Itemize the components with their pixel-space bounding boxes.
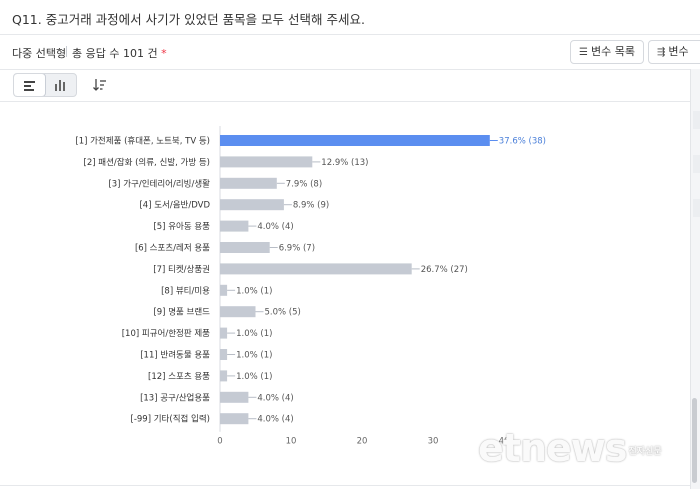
scrollbar[interactable] (692, 398, 697, 483)
value-label: 7.9% (8) (286, 179, 322, 189)
category-label: [10] 피규어/한정판 제품 (122, 328, 210, 339)
x-tick-label: 0 (217, 437, 222, 447)
bar (220, 306, 256, 318)
variable-label: 변수 (668, 45, 689, 58)
value-label: 5.0% (5) (265, 308, 301, 318)
chart-toolbar (0, 69, 690, 102)
value-label: 8.9% (9) (293, 201, 329, 211)
category-label: [12] 스포츠 용품 (148, 372, 210, 382)
bar (220, 391, 249, 403)
bar (220, 370, 228, 382)
list-icon: ☰ (579, 47, 588, 58)
category-label: [13] 공구/산업용품 (140, 392, 210, 403)
required-mark: * (161, 47, 167, 60)
bar (220, 327, 228, 339)
value-label: 4.0% (4) (257, 222, 293, 232)
panel-marker (693, 199, 700, 217)
divider (66, 46, 67, 57)
response-count-text: 총 응답 수 101 건 (72, 47, 158, 60)
bar (220, 263, 412, 275)
watermark-text: etnews (478, 426, 627, 470)
sort-button[interactable] (92, 77, 108, 93)
variable-list-label: 변수 목록 (590, 45, 635, 58)
watermark-sub: 전자신문 (628, 447, 662, 457)
bar (220, 413, 249, 425)
sort-icon (93, 79, 106, 91)
bar (220, 284, 228, 296)
bar (220, 135, 490, 146)
category-label: [9] 명품 브랜드 (153, 307, 210, 318)
category-label: [3] 가구/인테리어/리빙/생활 (108, 178, 210, 189)
category-label: [11] 반려동물 용품 (140, 350, 210, 361)
bar (220, 349, 228, 360)
value-label: 26.7% (27) (421, 265, 468, 275)
panel-marker (693, 111, 700, 129)
question-title: Q11. 중고거래 과정에서 사기가 있었던 품목을 모두 선택해 주세요. (12, 12, 365, 27)
vertical-bar-view-button[interactable] (45, 74, 76, 96)
bar (220, 242, 270, 253)
value-label: 1.0% (1) (236, 286, 272, 296)
horizontal-bar-view-button[interactable] (14, 74, 45, 96)
value-label: 4.0% (4) (257, 393, 293, 403)
value-label: 37.6% (38) (499, 137, 546, 147)
chart-view-toggle[interactable] (13, 73, 77, 97)
horizontal-bar-icon (24, 81, 35, 91)
bar-chart: 0 10 20 30 40 [1] 가전제품 (휴대폰, 노트북, TV 등) 37.6% … (75, 126, 546, 447)
side-panel-edge (690, 69, 700, 489)
bar (220, 199, 284, 211)
question-info-bar: 다중 선택형 총 응답 수 101 건 * ☰ 변수 목록 ⇶ 변수 (0, 34, 700, 70)
value-label: 1.0% (1) (236, 372, 272, 382)
value-label: 6.9% (7) (279, 244, 315, 254)
value-label: 12.9% (13) (321, 158, 368, 168)
category-label: [5] 유아동 용품 (153, 221, 210, 232)
value-label: 1.0% (1) (236, 329, 272, 339)
divider (0, 485, 690, 486)
watermark-logo: etnews 전자신문 (478, 426, 662, 470)
category-label: [-99] 기타(직접 입력) (131, 414, 210, 425)
x-tick-label: 20 (357, 437, 368, 447)
response-count: 총 응답 수 101 건 * (72, 45, 167, 61)
bar (220, 177, 277, 189)
variable-list-button[interactable]: ☰ 변수 목록 (570, 40, 644, 64)
category-label: [1] 가전제품 (휴대폰, 노트북, TV 등) (75, 136, 210, 147)
x-tick-label: 10 (286, 437, 297, 447)
category-label: [7] 티켓/상품권 (153, 264, 210, 275)
question-type: 다중 선택형 (12, 47, 67, 60)
value-label: 1.0% (1) (236, 351, 272, 361)
panel-marker (693, 155, 700, 173)
vertical-bar-icon (55, 80, 65, 91)
category-label: [8] 뷰티/미용 (161, 286, 210, 296)
category-label: [4] 도서/음반/DVD (139, 200, 210, 211)
bar (220, 220, 249, 232)
x-tick-label: 40 (499, 437, 510, 447)
variable-button[interactable]: ⇶ 변수 (648, 40, 700, 64)
branch-icon: ⇶ (657, 47, 666, 58)
bar (220, 156, 313, 168)
value-label: 4.0% (4) (257, 415, 293, 425)
category-label: [6] 스포츠/레저 용품 (135, 244, 210, 254)
x-tick-label: 30 (428, 437, 439, 447)
category-label: [2] 패션/잡화 (의류, 신발, 가방 등) (84, 157, 210, 168)
